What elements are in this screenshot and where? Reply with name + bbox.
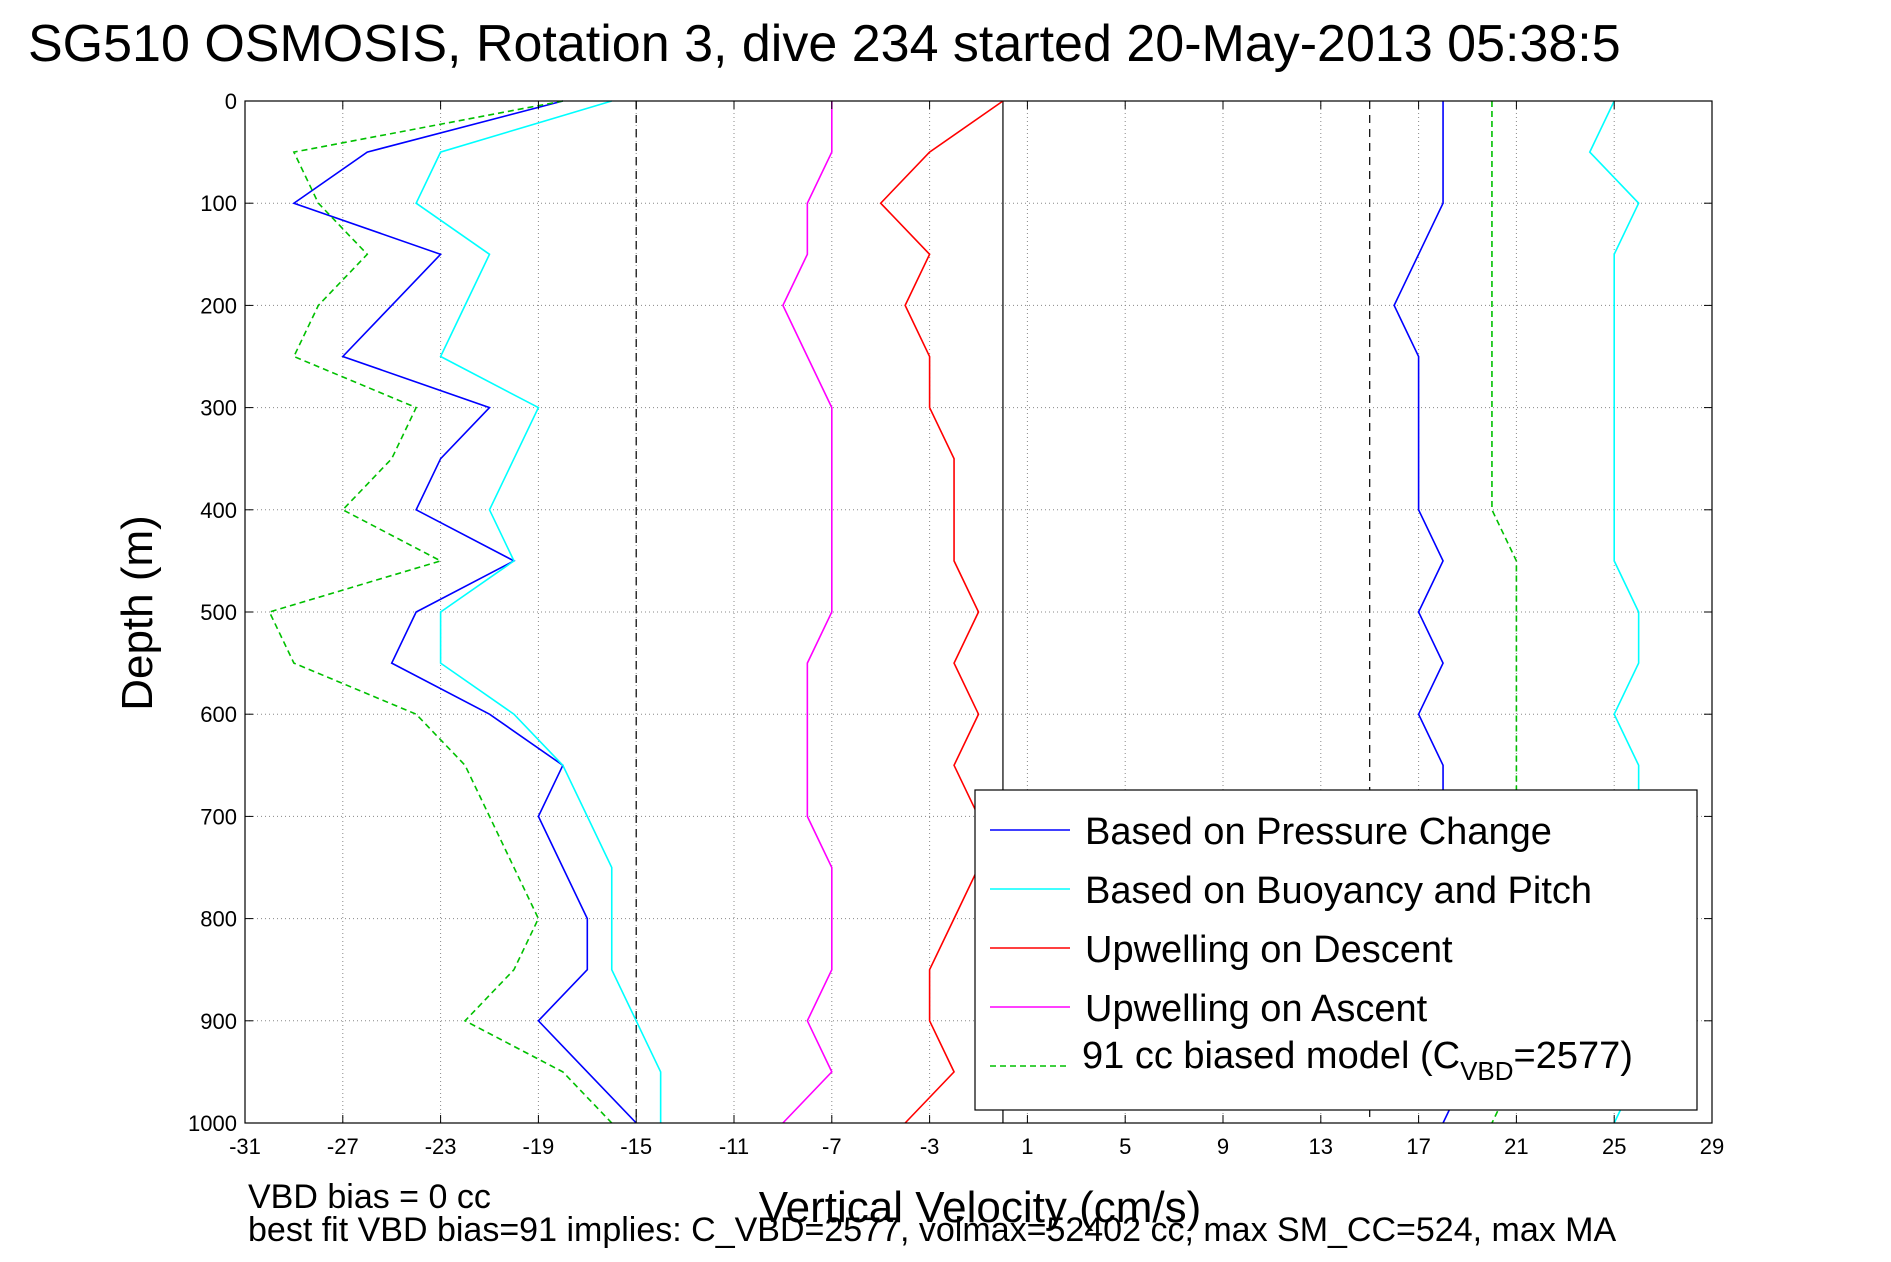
vbd-bias-note: VBD bias = 0 cc [248, 1178, 491, 1216]
legend-model-subscript: VBD [1460, 1056, 1513, 1086]
y-tick-label: 700 [200, 804, 237, 829]
tick-layer: -31 -27 -23 -19 -15 -11 -7 -3 1 5 9 13 17 21 25 2901002… [188, 89, 1724, 1159]
y-tick-label: 0 [225, 89, 237, 114]
x-tick-label: -11 [719, 1134, 749, 1159]
series-ascent-line-4 [1491, 101, 1518, 1124]
series-descent-line-0 [292, 100, 637, 1124]
y-tick-label: 1000 [188, 1111, 237, 1136]
x-tick-label: -19 [523, 1134, 555, 1159]
legend-label: Upwelling on Ascent [1085, 988, 1428, 1030]
x-tick-label: 1 [1021, 1134, 1033, 1159]
legend-label: Based on Pressure Change [1085, 811, 1552, 853]
y-tick-label: 100 [200, 191, 237, 216]
x-tick-label: -3 [920, 1134, 940, 1159]
series-descent-line-4 [268, 100, 613, 1124]
series-line-2 [879, 100, 1004, 1124]
series-line-3 [782, 101, 833, 1124]
y-tick-label: 500 [200, 600, 237, 625]
x-tick-label: 29 [1700, 1134, 1724, 1159]
y-tick-label: 900 [200, 1009, 237, 1034]
x-tick-label: 13 [1309, 1134, 1333, 1159]
x-tick-label: -15 [620, 1134, 652, 1159]
x-tick-label: 17 [1406, 1134, 1430, 1159]
x-tick-label: 5 [1119, 1134, 1131, 1159]
y-tick-label: 800 [200, 907, 237, 932]
x-tick-label: -31 [229, 1134, 261, 1159]
legend-model-suffix: =2577) [1514, 1035, 1633, 1077]
legend: Based on Pressure Change Based on Buoyanc… [974, 789, 1698, 1111]
y-tick-label: 600 [200, 702, 237, 727]
x-tick-label: 21 [1504, 1134, 1528, 1159]
legend-entries: Based on Pressure Change Based on Buoyanc… [990, 811, 1592, 1030]
y-axis-label: Depth (m) [113, 515, 162, 711]
x-axis-label: Vertical Velocity (cm/s) [759, 1183, 1202, 1232]
legend-label: Upwelling on Descent [1085, 929, 1453, 971]
x-tick-label: -27 [327, 1134, 359, 1159]
series-descent-line-1 [415, 100, 662, 1123]
best-fit-note: best fit VBD bias=91 implies: C_VBD=2577… [248, 1211, 1617, 1249]
y-tick-label: 200 [200, 293, 237, 318]
x-tick-label: 25 [1602, 1134, 1626, 1159]
x-tick-label: 9 [1217, 1134, 1229, 1159]
legend-model-prefix: 91 cc biased model (C [1082, 1035, 1460, 1077]
chart-title: SG510 OSMOSIS, Rotation 3, dive 234 star… [28, 15, 1621, 73]
legend-box [974, 789, 1698, 1111]
legend-label: Based on Buoyancy and Pitch [1085, 870, 1592, 912]
x-tick-label: -7 [822, 1134, 842, 1159]
y-tick-label: 400 [200, 498, 237, 523]
legend-label-model: 91 cc biased model (CVBD=2577) [1082, 1035, 1633, 1086]
x-tick-label: -23 [425, 1134, 457, 1159]
y-tick-label: 300 [200, 396, 237, 421]
